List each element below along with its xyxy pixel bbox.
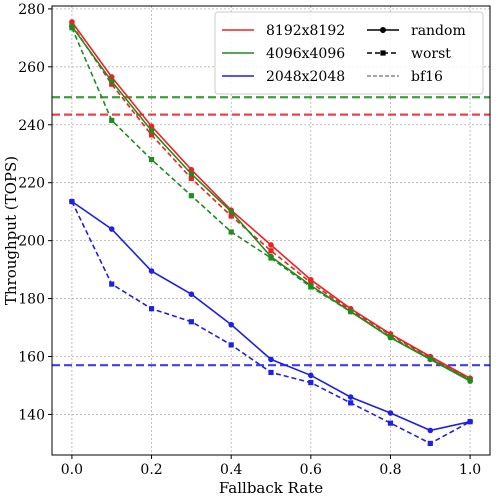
data-series: [69, 19, 473, 447]
y-axis-label: Throughput (TOPS): [2, 156, 20, 305]
data-point: [148, 127, 155, 134]
data-point: [467, 377, 473, 383]
series-2048x2048-worst: [69, 198, 473, 447]
data-point: [109, 281, 115, 287]
data-point: [268, 255, 274, 261]
data-point: [427, 356, 433, 362]
data-point: [348, 309, 354, 315]
series-4096x4096-worst: [69, 25, 473, 383]
data-point: [188, 193, 194, 199]
data-point: [308, 379, 314, 386]
data-point: [228, 229, 234, 235]
data-point: [308, 372, 314, 379]
data-point: [148, 306, 155, 312]
x-tick-label: 0.4: [220, 462, 242, 478]
data-point: [387, 334, 394, 340]
data-point: [228, 208, 234, 215]
y-tick-label: 260: [18, 60, 45, 76]
x-tick-label: 0.8: [379, 462, 401, 478]
data-point: [387, 410, 394, 416]
legend-label: bf16: [411, 69, 443, 85]
data-point: [148, 268, 155, 274]
data-point: [387, 420, 394, 426]
data-point: [108, 226, 115, 232]
legend-box: [214, 11, 484, 95]
data-point: [109, 81, 115, 87]
series-line: [71, 200, 471, 432]
x-tick-label: 1.0: [459, 462, 481, 478]
data-point: [69, 198, 75, 205]
x-tick-label: 0.0: [61, 462, 83, 478]
data-point: [427, 440, 433, 447]
data-point: [268, 242, 274, 248]
data-point: [228, 342, 234, 348]
data-point: [228, 213, 234, 219]
data-point: [188, 291, 195, 298]
y-tick-label: 200: [18, 234, 45, 250]
data-point: [268, 248, 274, 254]
data-point: [228, 321, 234, 328]
data-point: [308, 284, 314, 290]
y-tick-label: 180: [18, 292, 45, 308]
legend-label: 2048x2048: [266, 69, 345, 85]
data-point: [308, 280, 314, 286]
y-tick-label: 140: [18, 407, 45, 423]
data-point: [188, 171, 195, 177]
data-point: [348, 400, 354, 406]
data-point: [268, 356, 274, 363]
y-tick-label: 240: [18, 118, 45, 134]
data-point: [188, 175, 194, 181]
x-axis-label: Fallback Rate: [219, 479, 323, 496]
series-2048x2048-random: [69, 198, 473, 434]
legend: 8192x8192 4096x4096 2048x2048 random worst bf…: [214, 11, 484, 95]
data-point: [148, 132, 155, 138]
data-point: [109, 117, 115, 124]
legend-marker: [380, 50, 386, 56]
data-point: [188, 319, 194, 325]
data-point: [427, 427, 434, 434]
legend-label: 4096x4096: [266, 46, 345, 62]
data-point: [69, 25, 75, 31]
y-axis-ticks: 140 160 180 200 220 240 260 280: [18, 2, 52, 423]
legend-marker: [380, 27, 386, 33]
x-tick-label: 0.6: [300, 462, 322, 478]
legend-label: 8192x8192: [266, 23, 345, 39]
data-point: [268, 369, 274, 376]
data-point: [108, 78, 115, 85]
legend-label: worst: [411, 46, 451, 62]
y-tick-label: 160: [18, 350, 45, 366]
series-line: [71, 27, 471, 381]
x-tick-label: 0.2: [140, 462, 162, 478]
data-point: [347, 394, 354, 400]
y-tick-label: 220: [18, 176, 45, 192]
legend-label: random: [411, 23, 466, 39]
data-point: [148, 123, 155, 130]
bf16-reference-lines: [52, 96, 490, 367]
data-point: [188, 166, 195, 173]
series-line: [71, 201, 471, 445]
x-axis-ticks: 0.0 0.2 0.4 0.6 0.8 1.0: [61, 455, 481, 478]
data-point: [467, 419, 473, 425]
y-tick-label: 280: [18, 2, 45, 18]
data-point: [148, 156, 155, 163]
series-line: [71, 24, 471, 381]
plot-frame: [51, 5, 491, 456]
